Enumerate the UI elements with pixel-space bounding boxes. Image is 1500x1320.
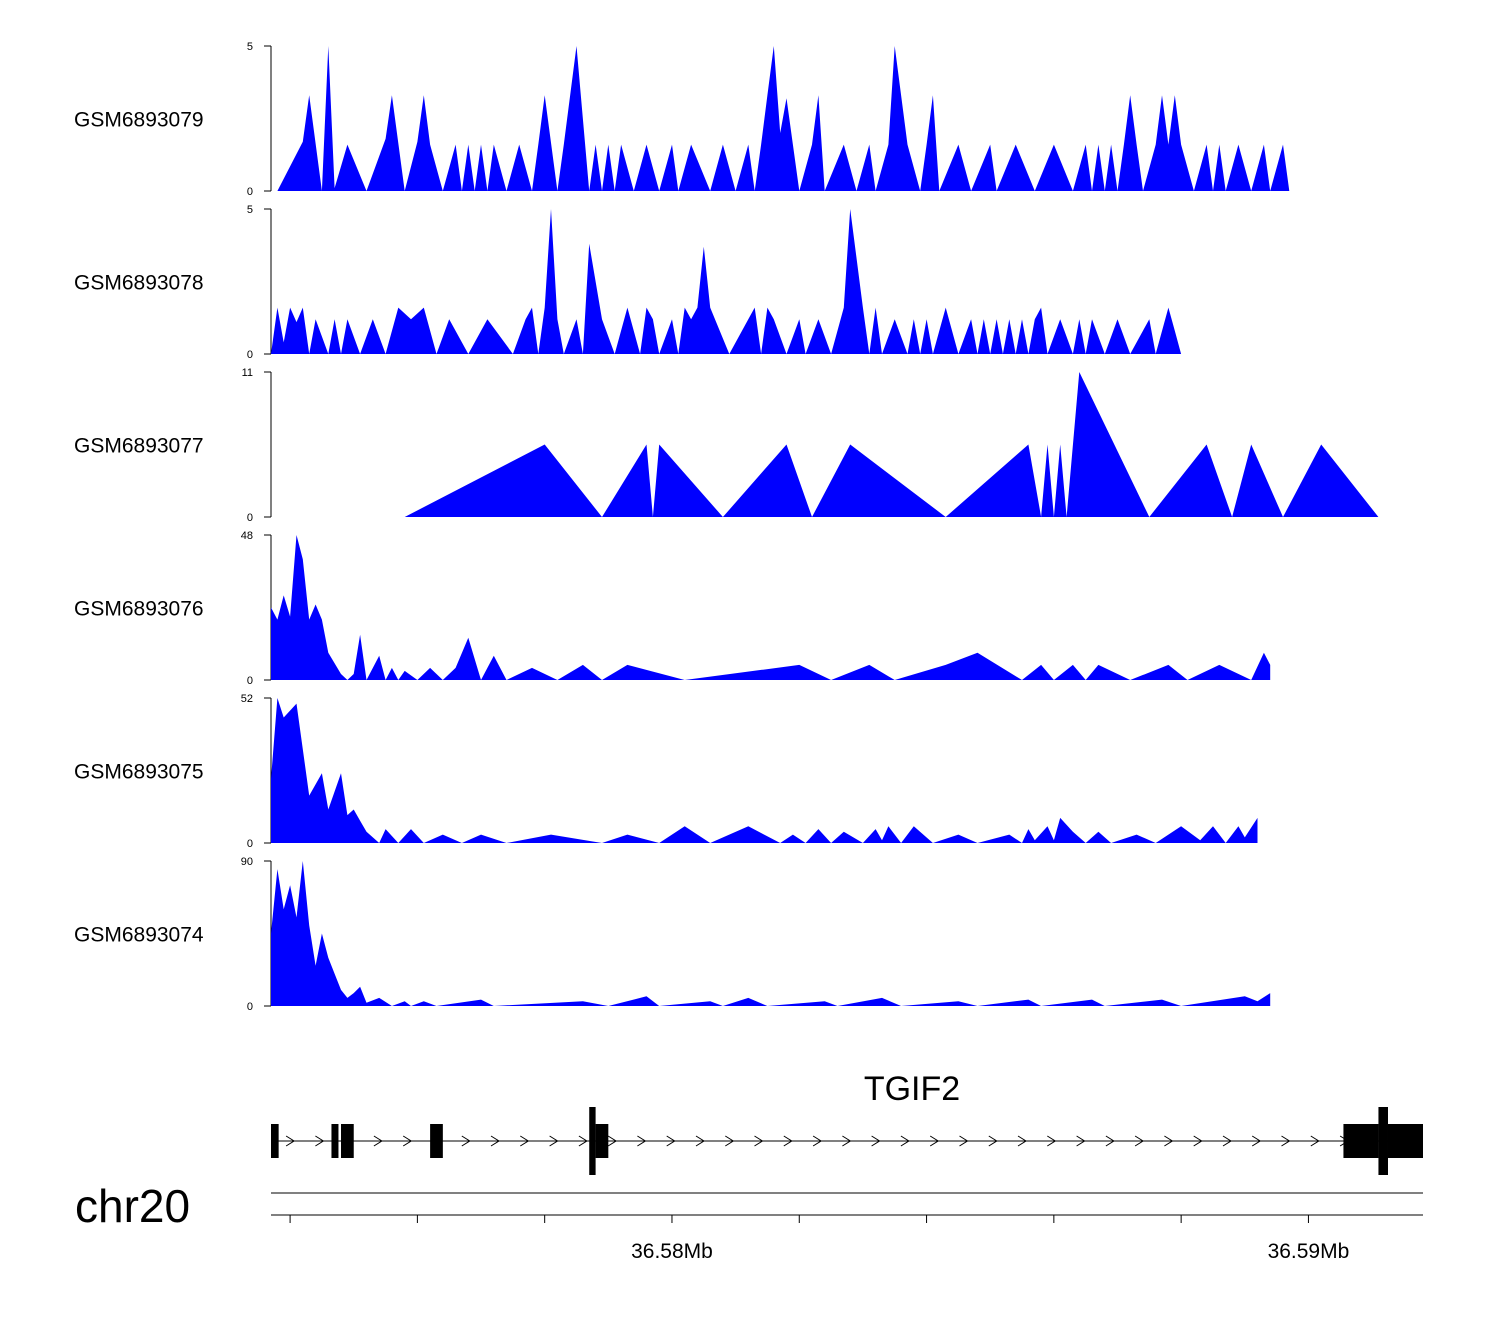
chromosome-label: chr20: [75, 1180, 190, 1232]
coding-exon-block: [1378, 1107, 1388, 1175]
strand-arrow: [461, 1135, 471, 1147]
strand-arrow: [842, 1135, 852, 1147]
strand-arrow: [578, 1135, 588, 1147]
axis-tick-label: 36.58Mb: [631, 1240, 713, 1263]
coverage-area: [271, 861, 1271, 1006]
exon-block: [595, 1124, 609, 1158]
track-GSM6893074: GSM6893074 90 0: [74, 856, 1271, 1013]
strand-arrow: [1076, 1135, 1086, 1147]
coverage-area: [271, 698, 1258, 843]
strand-arrow: [1222, 1135, 1232, 1147]
strand-arrow: [666, 1135, 676, 1147]
exon-block: [271, 1124, 279, 1158]
strand-arrow: [988, 1135, 998, 1147]
exon-block: [1387, 1124, 1423, 1158]
y-min-label: 0: [247, 512, 253, 524]
coverage-area: [404, 372, 1379, 517]
y-min-label: 0: [247, 675, 253, 687]
strand-arrow: [1047, 1135, 1057, 1147]
y-min-label: 0: [247, 1001, 253, 1013]
track-GSM6893077: GSM6893077 11 0: [74, 367, 1379, 524]
strand-arrow: [637, 1135, 647, 1147]
y-min-label: 0: [247, 838, 253, 850]
track-GSM6893076: GSM6893076 48 0: [74, 530, 1271, 687]
strand-arrow: [725, 1135, 735, 1147]
exon-block: [1343, 1124, 1379, 1158]
y-max-label: 5: [247, 204, 253, 216]
genome-axis: chr20 36.58Mb 36.59Mb: [75, 1180, 1423, 1263]
strand-arrow: [959, 1135, 969, 1147]
strand-arrow: [1193, 1135, 1203, 1147]
strand-arrow: [607, 1135, 618, 1147]
coverage-tracks: GSM689307950GSM689307850GSM6893077110GSM…: [74, 41, 1379, 1013]
strand-arrow: [402, 1135, 413, 1147]
strand-arrow: [1134, 1135, 1145, 1147]
coding-exon-block: [589, 1107, 596, 1175]
strand-arrow: [754, 1135, 764, 1147]
strand-arrow: [285, 1135, 296, 1147]
strand-arrow: [1105, 1135, 1115, 1147]
strand-arrow: [373, 1135, 383, 1147]
track-GSM6893079: GSM6893079 5 0: [74, 41, 1290, 198]
track-label: GSM6893075: [74, 761, 204, 784]
strand-arrow: [871, 1135, 881, 1147]
gene-name-label: TGIF2: [864, 1070, 960, 1108]
strand-arrow: [1017, 1135, 1027, 1147]
strand-arrow: [900, 1135, 910, 1147]
track-GSM6893078: GSM6893078 5 0: [74, 204, 1182, 361]
track-label: GSM6893074: [74, 924, 204, 947]
track-GSM6893075: GSM6893075 52 0: [74, 693, 1258, 850]
strand-arrow: [315, 1135, 325, 1147]
strand-arrow: [549, 1135, 559, 1147]
y-max-label: 48: [241, 530, 253, 542]
strand-arrow: [783, 1135, 793, 1147]
track-label: GSM6893078: [74, 272, 204, 295]
axis-tick-label: 36.59Mb: [1268, 1240, 1350, 1263]
y-max-label: 11: [242, 367, 253, 379]
strand-arrow: [490, 1135, 500, 1147]
gene-model-track: TGIF2: [271, 1070, 1423, 1175]
strand-arrow: [1310, 1135, 1320, 1147]
strand-arrow: [1281, 1135, 1291, 1147]
track-label: GSM6893077: [74, 435, 204, 458]
exon-block: [331, 1124, 339, 1158]
y-max-label: 52: [241, 693, 253, 705]
strand-arrow: [695, 1135, 705, 1147]
strand-arrow: [929, 1135, 940, 1147]
y-min-label: 0: [247, 186, 253, 198]
exon-block: [430, 1124, 443, 1158]
strand-arrow: [1164, 1135, 1174, 1147]
strand-arrow: [812, 1135, 823, 1147]
track-label: GSM6893079: [74, 109, 204, 132]
coverage-area: [271, 209, 1182, 354]
y-min-label: 0: [247, 349, 253, 361]
track-label: GSM6893076: [74, 598, 204, 621]
y-max-label: 5: [247, 41, 253, 53]
y-max-label: 90: [241, 856, 253, 868]
strand-arrow: [1251, 1135, 1262, 1147]
exon-block: [341, 1124, 354, 1158]
coverage-area: [271, 535, 1271, 680]
strand-arrow: [520, 1135, 530, 1147]
coverage-area: [277, 46, 1290, 191]
